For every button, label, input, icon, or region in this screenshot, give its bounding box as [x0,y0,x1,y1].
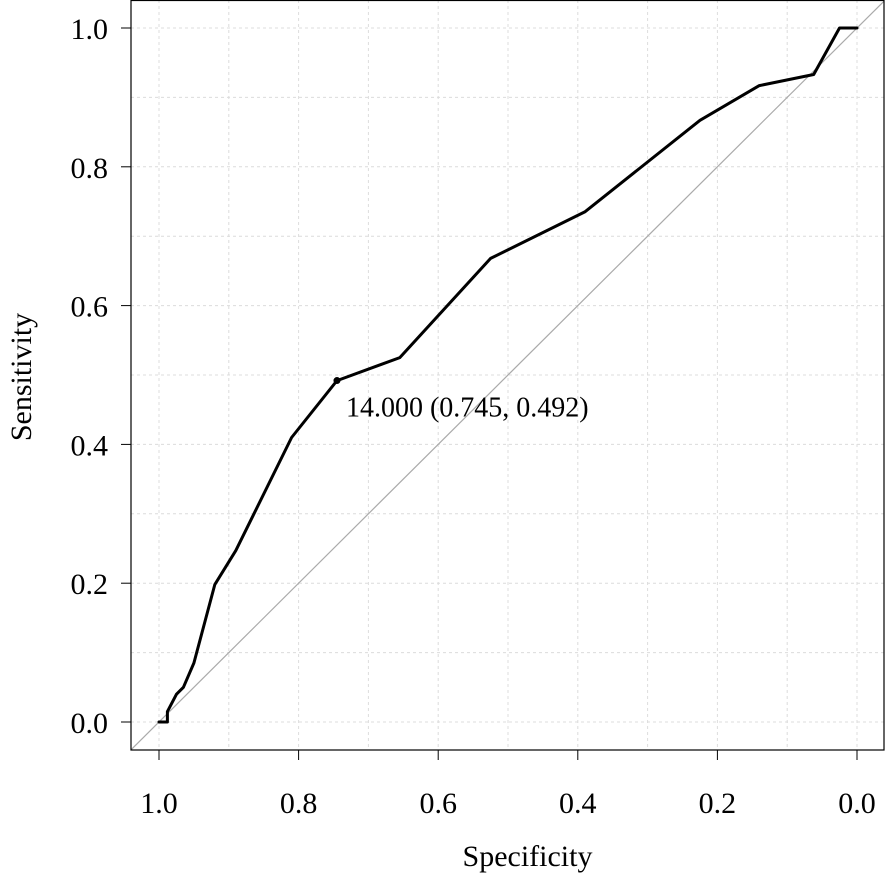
y-axis: 0.0 0.2 0.4 0.6 0.8 1.0 [71,13,131,740]
y-tick-label: 0.0 [71,707,109,740]
x-tick-label: 0.0 [838,787,876,820]
reference-line [130,0,885,751]
series-layer [157,26,859,724]
grid-lines [131,0,884,750]
x-axis-title: Specificity [463,840,593,873]
x-tick-label: 0.8 [280,787,318,820]
y-axis-title: Sensitivity [5,313,38,441]
x-tick-label: 1.0 [140,787,178,820]
x-tick-label: 0.4 [559,787,597,820]
x-axis: 1.0 0.8 0.6 0.4 0.2 0.0 [140,750,876,820]
y-tick-label: 1.0 [71,13,109,46]
plot-frame [130,0,885,751]
x-tick-label: 0.2 [699,787,737,820]
y-tick-label: 0.4 [71,429,109,462]
threshold-annotation: 14.000 (0.745, 0.492) [346,393,589,424]
roc-curve-line [157,26,859,724]
y-tick-label: 0.6 [71,291,109,324]
y-tick-label: 0.2 [71,568,109,601]
annotations: 14.000 (0.745, 0.492) [346,393,589,424]
best-threshold-point [333,377,341,385]
y-tick-label: 0.8 [71,152,109,185]
reference-diagonal [130,0,885,751]
x-tick-label: 0.6 [419,787,457,820]
plot-border [130,0,885,751]
